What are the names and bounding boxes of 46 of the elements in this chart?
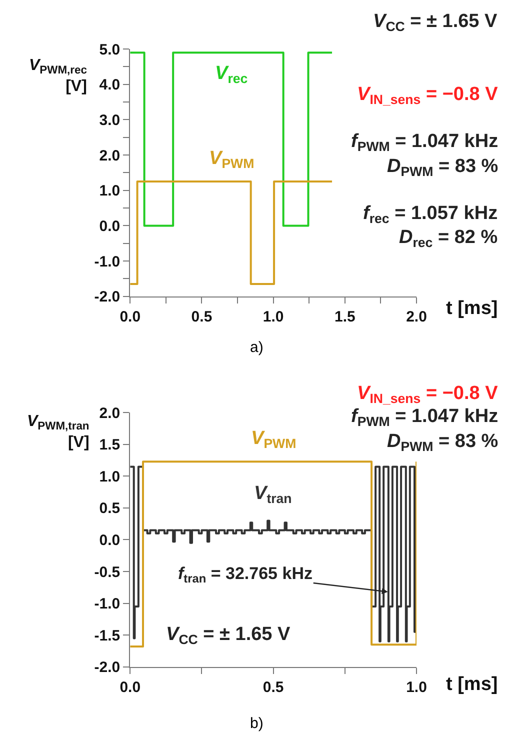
annotation: D$_{rec}$ = 82 % bbox=[399, 227, 498, 250]
x-axis-title: t [ms] bbox=[446, 674, 498, 695]
y-axis-title: V$_{PWM,tran}$ [V] bbox=[27, 413, 90, 451]
y-tick-label: -1.0 bbox=[94, 253, 120, 270]
x-tick-label: 1.0 bbox=[406, 678, 427, 696]
annotation: f$_{tran}$ = 32.765 kHz bbox=[178, 564, 312, 586]
y-tick-label: 0.0 bbox=[99, 532, 120, 549]
y-tick-label: 1.0 bbox=[99, 182, 120, 200]
x-tick-label: 0.0 bbox=[120, 678, 141, 696]
x-tick-label: 1.5 bbox=[334, 308, 356, 326]
y-tick-label: 1.0 bbox=[99, 468, 120, 486]
y-tick-label: 4.0 bbox=[99, 76, 120, 94]
y-tick-label: -1.0 bbox=[94, 596, 120, 613]
text: a) bbox=[250, 339, 264, 356]
series-label: V$_{PWM}$ bbox=[209, 148, 254, 171]
y-tick-label: 2.0 bbox=[99, 147, 120, 164]
x-tick-label: 1.0 bbox=[262, 308, 284, 326]
x-tick-label: 0.5 bbox=[191, 308, 212, 326]
text: V$_{IN_sens}$ = −0.8 V bbox=[357, 383, 498, 406]
y-tick-label: 3.0 bbox=[99, 112, 120, 129]
y-tick-label: 0.0 bbox=[99, 218, 120, 235]
annotation: f$_{rec}$ = 1.057 kHz bbox=[363, 203, 498, 226]
x-tick-label: 2.0 bbox=[406, 308, 427, 326]
annotation: f$_{PWM}$ = 1.047 kHz bbox=[351, 131, 498, 154]
y-tick-label: -2.0 bbox=[94, 288, 120, 306]
annotation: D$_{PWM}$ = 83 % bbox=[387, 156, 498, 179]
x-tick-label: 0.0 bbox=[120, 308, 141, 326]
y-tick-label: 1.5 bbox=[99, 436, 120, 454]
annotation: D$_{PWM}$ = 83 % bbox=[387, 431, 498, 454]
series-label: V$_{rec}$ bbox=[215, 63, 248, 86]
y-tick-label: -1.5 bbox=[94, 627, 120, 644]
y-tick-label: 0.5 bbox=[99, 500, 120, 518]
annotation: V$_{CC}$ = ± 1.65 V bbox=[166, 624, 291, 647]
x-tick-label: 0.5 bbox=[262, 678, 284, 696]
annotation: V$_{IN_sens}$ = −0.8 V bbox=[357, 84, 498, 107]
text: V$_{CC}$ = ± 1.65 V bbox=[373, 11, 498, 34]
annotation: f$_{PWM}$ = 1.047 kHz bbox=[351, 406, 498, 429]
text: b) bbox=[250, 715, 264, 732]
x-axis-title: t [ms] bbox=[446, 298, 498, 319]
series-label: V$_{PWM}$ bbox=[251, 428, 296, 451]
y-tick-label: 5.0 bbox=[99, 41, 120, 58]
series-label: V$_{tran}$ bbox=[254, 483, 292, 506]
y-tick-label: -2.0 bbox=[94, 659, 120, 676]
y-tick-label: 2.0 bbox=[99, 404, 120, 422]
y-axis-title: V$_{PWM,rec}$ [V] bbox=[29, 57, 87, 95]
y-tick-label: -0.5 bbox=[94, 564, 120, 581]
